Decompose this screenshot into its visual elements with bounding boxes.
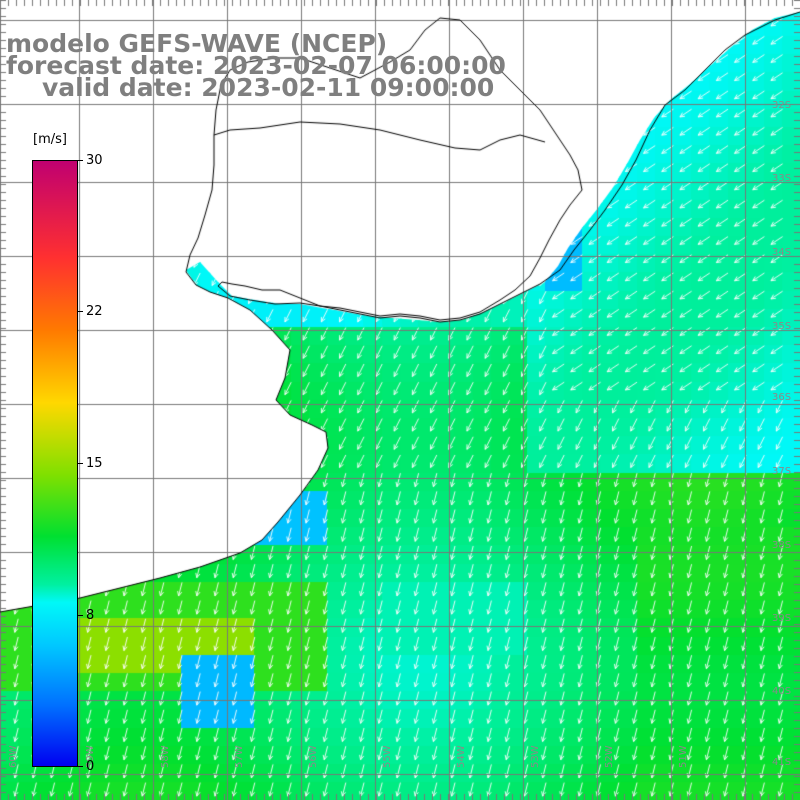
- colorbar-tick-mark: [78, 766, 83, 767]
- colorbar-legend: [m/s] 30 22 15 8 0: [0, 120, 120, 780]
- colorbar-tick-label: 8: [86, 608, 95, 623]
- colorbar-tick-label: 0: [86, 759, 95, 774]
- model-title: modelo GEFS-WAVE (NCEP): [6, 29, 388, 58]
- colorbar-tick-mark: [78, 311, 83, 312]
- colorbar-tick-label: 22: [86, 304, 103, 319]
- colorbar-gradient: [32, 160, 78, 767]
- colorbar-tick-mark: [78, 463, 83, 464]
- colorbar-tick-mark: [78, 615, 83, 616]
- forecast-date: forecast date: 2023-02-07 06:00:00: [6, 51, 506, 80]
- valid-date: valid date: 2023-02-11 09:00:00: [42, 73, 495, 102]
- colorbar-tick-label: 30: [86, 153, 103, 168]
- colorbar-unit: [m/s]: [33, 132, 67, 147]
- colorbar-tick-mark: [78, 160, 83, 161]
- map-header: modelo GEFS-WAVE (NCEP) forecast date: 2…: [0, 0, 800, 110]
- colorbar-tick-label: 15: [86, 456, 103, 471]
